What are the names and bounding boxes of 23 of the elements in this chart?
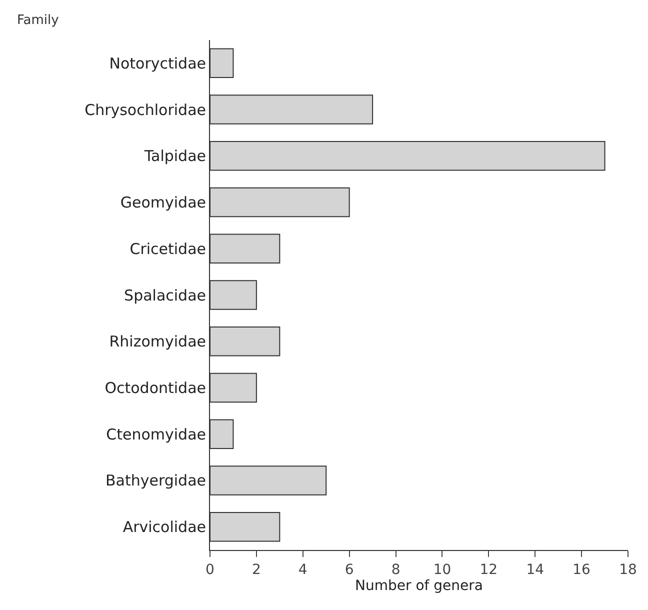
y-tick-label: Chrysochloridae <box>84 100 206 119</box>
x-tick-label: 12 <box>480 562 498 578</box>
y-tick-label: Octodontidae <box>104 378 206 397</box>
x-tick-label: 16 <box>572 562 591 578</box>
y-tick-label: Arvicolidae <box>122 518 206 536</box>
y-tick-label: Talpidae <box>143 147 206 166</box>
x-tick-label: 0 <box>206 562 214 578</box>
x-tick-label: 6 <box>344 562 354 578</box>
y-tick-label: Geomyidae <box>120 194 206 212</box>
y-axis-title: Family <box>17 13 60 28</box>
y-tick-label: Rhizomyidae <box>109 332 206 351</box>
y-tick-label: Spalacidae <box>124 286 206 304</box>
x-tick-label: 2 <box>252 562 261 578</box>
x-tick-label: 14 <box>526 562 544 578</box>
y-tick-label: Ctenomyidae <box>106 425 206 444</box>
x-tick-label: 8 <box>391 562 400 578</box>
x-tick-label: 18 <box>619 562 637 578</box>
y-tick-label: Bathyergidae <box>105 472 206 490</box>
y-tick-label: Cricetidae <box>130 240 206 258</box>
x-tick-label: 4 <box>298 562 308 578</box>
y-tick-label: Notoryctidae <box>109 54 206 72</box>
x-tick-label: 10 <box>433 562 452 578</box>
x-axis-title: Number of genera <box>355 578 483 594</box>
